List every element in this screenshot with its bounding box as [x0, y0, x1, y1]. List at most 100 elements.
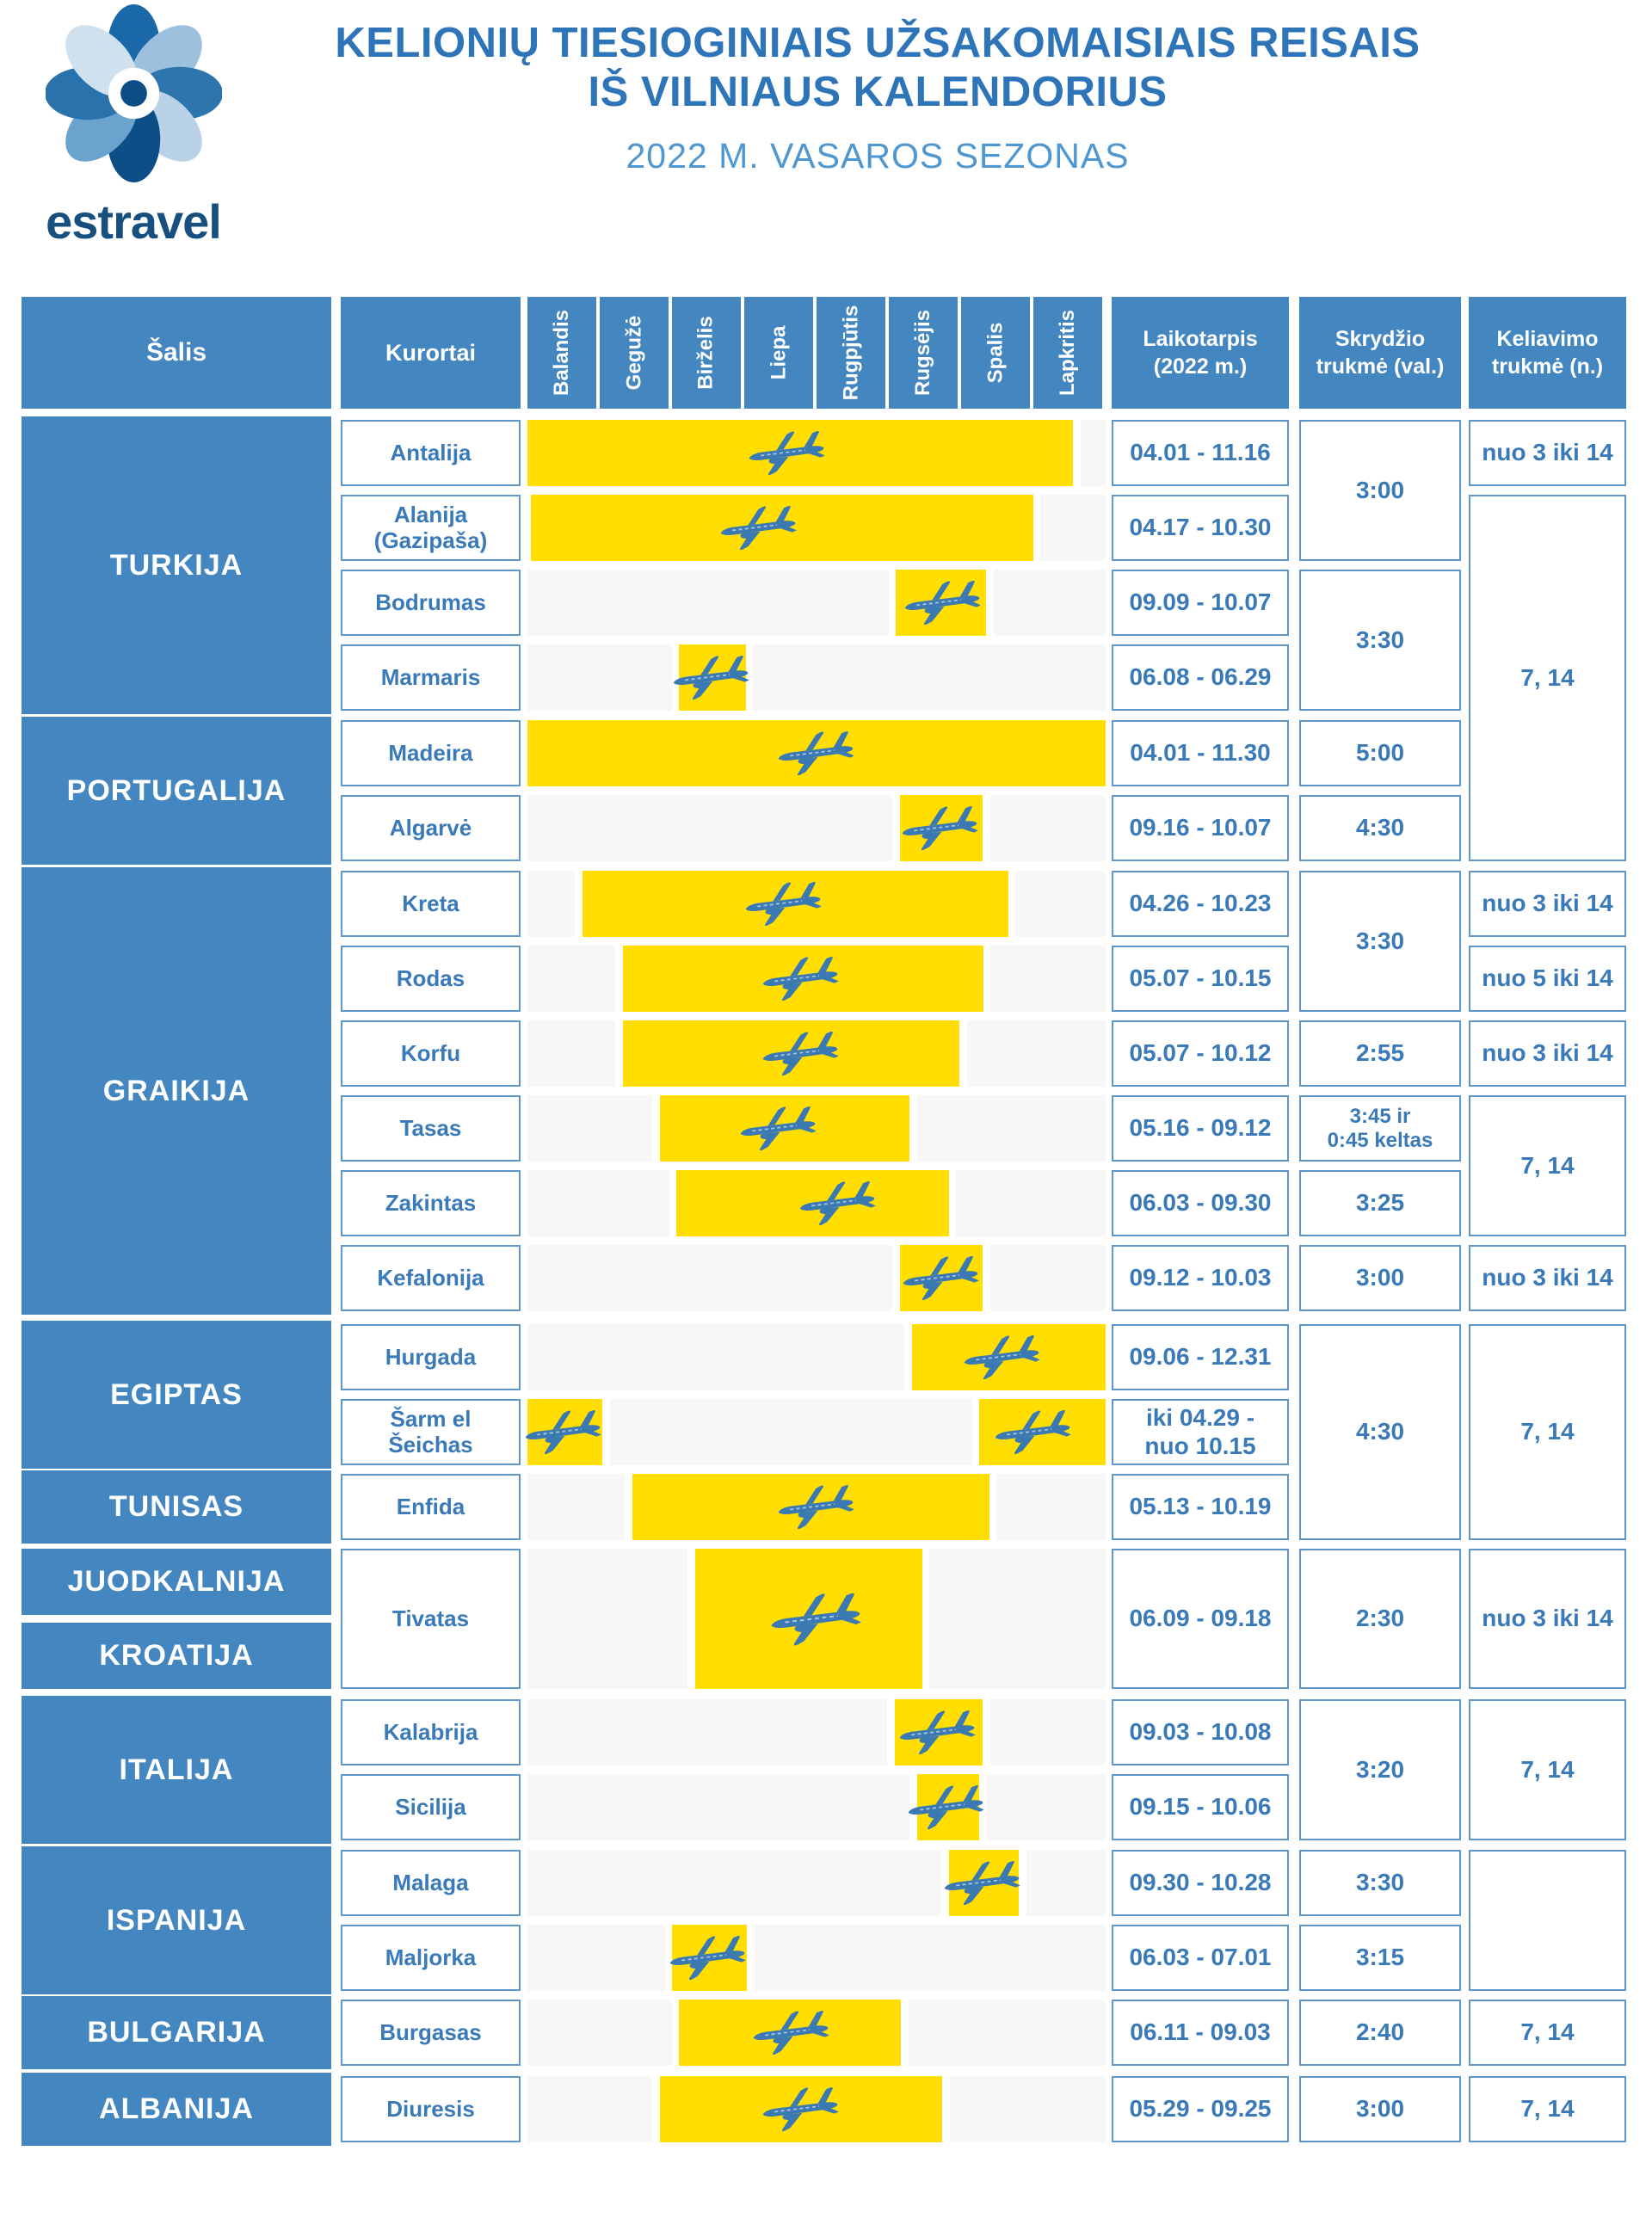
country-cell-egiptas: EGIPTAS: [22, 1321, 331, 1469]
calendar-gray-segment: [527, 2000, 672, 2066]
resort-cell-kreta: Kreta: [341, 871, 521, 937]
resort-cell-tasas: Tasas: [341, 1095, 521, 1162]
period-cell-zakintas: 06.03 - 09.30: [1112, 1170, 1289, 1236]
resort-cell-malaga: Malaga: [341, 1850, 521, 1916]
period-cell-kreta: 04.26 - 10.23: [1112, 871, 1289, 937]
flight-duration-cell: 5:00: [1299, 720, 1461, 786]
travel-nights-cell: 7, 14: [1469, 2000, 1626, 2066]
travel-nights-cell: 7, 14: [1469, 495, 1626, 861]
period-cell-korfu: 05.07 - 10.12: [1112, 1020, 1289, 1087]
travel-nights-cell: nuo 3 iki 14: [1469, 1020, 1626, 1087]
month-header-label: Rugsėjis: [911, 309, 934, 397]
flight-duration-cell: 3:15: [1299, 1925, 1461, 1991]
travel-nights-cell: 7, 14: [1469, 1095, 1626, 1236]
month-header-spalis: Spalis: [961, 297, 1030, 409]
country-cell-ispanija: ISPANIJA: [22, 1846, 331, 1994]
charter-season-bar-madeira: [527, 720, 1106, 786]
month-header-label: Birželis: [694, 316, 718, 390]
flight-duration-cell: 3:20: [1299, 1699, 1461, 1840]
calendar-gray-segment: [527, 795, 893, 861]
column-header-kurortai: Kurortai: [341, 297, 521, 409]
charter-season-bar-alanija-gazipasa: [531, 495, 1033, 561]
charter-season-bar-burgasas: [679, 2000, 902, 2066]
period-cell-rodas: 05.07 - 10.15: [1112, 946, 1289, 1012]
charter-season-bar-algarve: [899, 795, 983, 861]
charter-season-bar-tasas: [659, 1095, 910, 1162]
charter-season-bar-sicilija: [916, 1774, 979, 1840]
travel-nights-cell: nuo 3 iki 14: [1469, 1245, 1626, 1311]
calendar-gray-segment: [989, 1699, 1106, 1766]
period-cell-malaga: 09.30 - 10.28: [1112, 1850, 1289, 1916]
country-cell-graikija: GRAIKIJA: [22, 867, 331, 1315]
month-header-label: Spalis: [983, 322, 1007, 384]
month-header-liepa: Liepa: [744, 297, 813, 409]
period-cell-bodrumas: 09.09 - 10.07: [1112, 570, 1289, 636]
period-cell-algarve: 09.16 - 10.07: [1112, 795, 1289, 861]
charter-season-bar-zakintas: [676, 1170, 949, 1236]
column-header-salis: Šalis: [22, 297, 331, 409]
calendar-gray-segment: [527, 1324, 905, 1390]
charter-season-bar-bodrumas: [896, 570, 987, 636]
calendar-gray-segment: [527, 946, 616, 1012]
resort-cell-alanija-gazipasa: Alanija (Gazipaša): [341, 495, 521, 561]
flight-duration-cell: 3:30: [1299, 570, 1461, 711]
calendar-gray-segment: [1026, 1850, 1106, 1916]
charter-season-bar-tivatas: [694, 1549, 922, 1689]
calendar-gray-segment: [527, 871, 576, 937]
month-header-label: Gegužė: [622, 315, 645, 391]
country-cell-turkija: TURKIJA: [22, 416, 331, 714]
travel-nights-cell: nuo 5 iki 14: [1469, 946, 1626, 1012]
period-cell-tivatas: 06.09 - 09.18: [1112, 1549, 1289, 1689]
country-cell-portugalija: PORTUGALIJA: [22, 717, 331, 865]
flight-duration-cell: 3:30: [1299, 871, 1461, 1012]
calendar-gray-segment: [527, 1850, 942, 1916]
column-header-keliavimo-trukme: Keliavimo trukmė (n.): [1469, 297, 1626, 409]
charter-season-bar-diuresis: [659, 2076, 943, 2142]
calendar-gray-segment: [527, 1549, 688, 1689]
calendar-gray-segment: [527, 1925, 665, 1991]
resort-cell-korfu: Korfu: [341, 1020, 521, 1087]
resort-cell-antalija: Antalija: [341, 420, 521, 486]
flight-duration-cell: 3:00: [1299, 2076, 1461, 2142]
month-header-label: Lapkritis: [1056, 309, 1079, 397]
resort-cell-burgasas: Burgasas: [341, 2000, 521, 2066]
resort-cell-diuresis: Diuresis: [341, 2076, 521, 2142]
calendar-gray-segment: [916, 1095, 1106, 1162]
country-cell-tunisas: TUNISAS: [22, 1470, 331, 1544]
period-cell-sicilija: 09.15 - 10.06: [1112, 1774, 1289, 1840]
resort-cell-bodrumas: Bodrumas: [341, 570, 521, 636]
calendar-gray-segment: [966, 1020, 1106, 1087]
calendar-gray-segment: [527, 570, 889, 636]
calendar-gray-segment: [989, 795, 1106, 861]
title-block: KELIONIŲ TIESIOGINIAIS UŽSAKOMAISIAIS RE…: [232, 19, 1523, 176]
flight-duration-cell: 2:40: [1299, 2000, 1461, 2066]
page-title-line2: IŠ VILNIAUS KALENDORIUS: [588, 68, 1168, 115]
calendar-gray-segment: [949, 2076, 1106, 2142]
flight-duration-cell: 3:25: [1299, 1170, 1461, 1236]
period-cell-burgasas: 06.11 - 09.03: [1112, 2000, 1289, 2066]
estravel-logo: estravel: [34, 3, 232, 250]
period-cell-kefalonija: 09.12 - 10.03: [1112, 1245, 1289, 1311]
period-cell-alanija-gazipasa: 04.17 - 10.30: [1112, 495, 1289, 561]
month-header-label: Rugpjūtis: [839, 305, 862, 401]
month-header-geguze: Gegužė: [600, 297, 669, 409]
charter-season-bar-marmaris: [679, 644, 746, 711]
charter-season-bar-antalija: [527, 420, 1074, 486]
resort-cell-madeira: Madeira: [341, 720, 521, 786]
flight-duration-cell: 3:45 ir 0:45 keltas: [1299, 1095, 1461, 1162]
calendar-gray-segment: [1015, 871, 1106, 937]
calendar-gray-segment: [527, 1474, 626, 1540]
page-subtitle: 2022 M. VASAROS SEZONAS: [626, 135, 1130, 176]
charter-season-bar-enfida: [632, 1474, 989, 1540]
charter-season-bar-kalabrija: [894, 1699, 983, 1766]
flight-duration-cell: 4:30: [1299, 795, 1461, 861]
flight-duration-cell: 2:55: [1299, 1020, 1461, 1087]
resort-cell-sarm-el-seichas: Šarm el Šeichas: [341, 1399, 521, 1465]
travel-nights-cell: nuo 3 iki 14: [1469, 1549, 1626, 1689]
travel-nights-cell: 7, 14: [1469, 1324, 1626, 1540]
flight-duration-cell: 2:30: [1299, 1549, 1461, 1689]
calendar-gray-segment: [996, 1474, 1106, 1540]
calendar-gray-segment: [956, 1170, 1106, 1236]
flight-duration-cell: 3:00: [1299, 420, 1461, 561]
